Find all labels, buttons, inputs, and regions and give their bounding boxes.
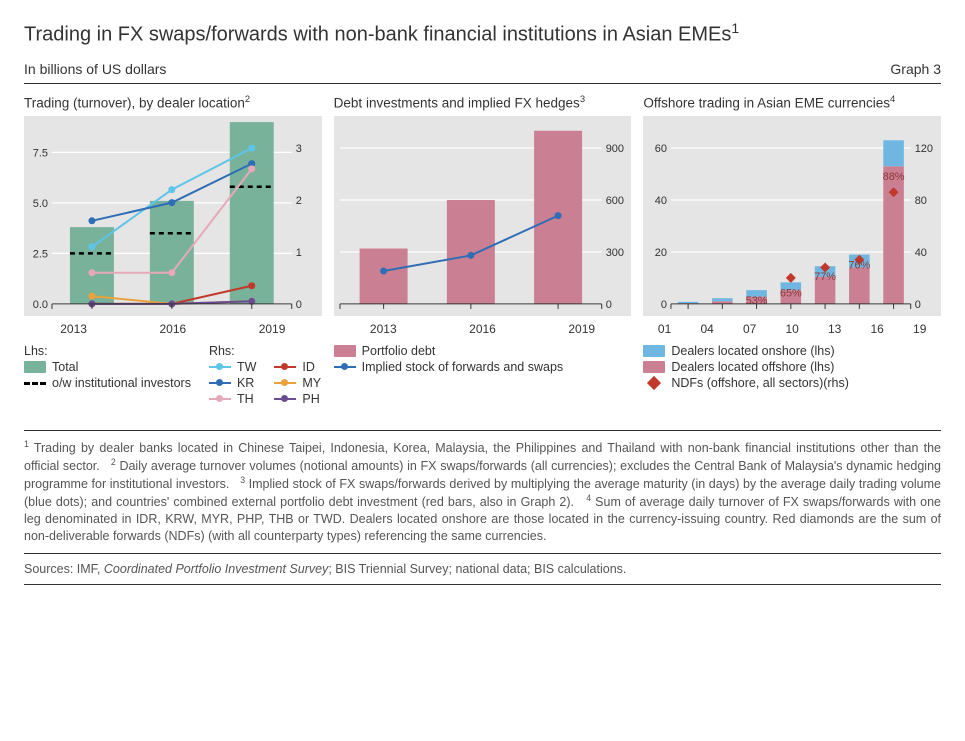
panel-2-title: Debt investments and implied FX hedges3 — [334, 94, 632, 111]
panel-1-chart: 0.0 2.5 5.0 7.5 0 1 2 3 — [24, 116, 322, 316]
svg-text:65%: 65% — [780, 287, 802, 299]
panel-2-chart: 0 300 600 900 — [334, 116, 632, 316]
svg-text:0: 0 — [661, 299, 667, 311]
panel-2-legend: Portfolio debt Implied stock of forwards… — [334, 344, 632, 424]
legend-th: TH — [237, 392, 254, 406]
legend-total: Total — [52, 360, 78, 374]
xaxis-label: 16 — [871, 322, 884, 336]
legend-id-swatch — [274, 366, 296, 368]
svg-text:88%: 88% — [883, 171, 905, 183]
xaxis-label: 01 — [658, 322, 671, 336]
legend-inst: o/w institutional investors — [52, 376, 191, 390]
svg-text:40: 40 — [655, 195, 667, 207]
xaxis-label: 2016 — [469, 322, 496, 336]
panel-3-title: Offshore trading in Asian EME currencies… — [643, 94, 941, 111]
legend-ndf: NDFs (offshore, all sectors)(rhs) — [671, 376, 849, 390]
svg-text:3: 3 — [296, 143, 302, 155]
svg-text:120: 120 — [915, 143, 933, 155]
svg-text:900: 900 — [605, 143, 623, 155]
panel-3: Offshore trading in Asian EME currencies… — [643, 94, 941, 425]
panel-1-legend: Lhs: Total o/w institutional investors R… — [24, 344, 322, 424]
svg-text:0: 0 — [296, 299, 302, 311]
legend-implied: Implied stock of forwards and swaps — [362, 360, 563, 374]
svg-text:0: 0 — [915, 299, 921, 311]
legend-ph: PH — [302, 392, 319, 406]
legend-implied-swatch — [334, 366, 356, 368]
svg-text:0: 0 — [605, 299, 611, 311]
svg-text:20: 20 — [655, 247, 667, 259]
svg-text:77%: 77% — [814, 271, 836, 283]
xaxis-label: 07 — [743, 322, 756, 336]
xaxis-label: 10 — [785, 322, 798, 336]
xaxis-label: 2016 — [159, 322, 186, 336]
panel-2-xaxis: 2013 2016 2019 — [334, 316, 632, 336]
legend-total-swatch — [24, 361, 46, 373]
legend-ph-swatch — [274, 398, 296, 400]
xaxis-label: 19 — [913, 322, 926, 336]
svg-text:80: 80 — [915, 195, 927, 207]
footnotes: 1 Trading by dealer banks located in Chi… — [24, 430, 941, 545]
legend-tw: TW — [237, 360, 256, 374]
legend-offshore-swatch — [643, 361, 665, 373]
panel-3-chart: 02040600408012053%65%77%76%88% — [643, 116, 941, 316]
sources: Sources: IMF, Coordinated Portfolio Inve… — [24, 553, 941, 585]
svg-text:76%: 76% — [849, 260, 871, 272]
legend-inst-swatch — [24, 382, 46, 385]
legend-kr-swatch — [209, 382, 231, 384]
legend-my: MY — [302, 376, 321, 390]
legend-tw-swatch — [209, 366, 231, 368]
page-title: Trading in FX swaps/forwards with non-ba… — [24, 20, 941, 47]
legend-onshore: Dealers located onshore (lhs) — [671, 344, 834, 358]
legend-lhs-head: Lhs: — [24, 344, 191, 358]
subtitle: In billions of US dollars — [24, 61, 166, 77]
legend-portfolio-swatch — [334, 345, 356, 357]
xaxis-label: 2019 — [568, 322, 595, 336]
legend-portfolio: Portfolio debt — [362, 344, 436, 358]
svg-text:2: 2 — [296, 195, 302, 207]
legend-rhs-head: Rhs: — [209, 344, 321, 358]
legend-th-swatch — [209, 398, 231, 400]
panel-2: Debt investments and implied FX hedges3 … — [334, 94, 632, 425]
panel-1-title: Trading (turnover), by dealer location2 — [24, 94, 322, 111]
svg-text:60: 60 — [655, 143, 667, 155]
legend-id: ID — [302, 360, 315, 374]
xaxis-label: 2019 — [259, 322, 286, 336]
graph-label: Graph 3 — [890, 61, 941, 77]
legend-offshore: Dealers located offshore (lhs) — [671, 360, 834, 374]
legend-ndf-swatch — [647, 376, 661, 390]
svg-text:2.5: 2.5 — [33, 249, 48, 261]
svg-text:0.0: 0.0 — [33, 299, 48, 311]
legend-onshore-swatch — [643, 345, 665, 357]
panel-3-xaxis: 01 04 07 10 13 16 19 — [643, 316, 941, 336]
svg-text:7.5: 7.5 — [33, 148, 48, 160]
panel-1-xaxis: 2013 2016 2019 — [24, 316, 322, 336]
panel-3-legend: Dealers located onshore (lhs) Dealers lo… — [643, 344, 941, 424]
xaxis-label: 2013 — [370, 322, 397, 336]
xaxis-label: 2013 — [60, 322, 87, 336]
svg-text:40: 40 — [915, 247, 927, 259]
xaxis-label: 04 — [700, 322, 713, 336]
svg-text:1: 1 — [296, 247, 302, 259]
svg-text:600: 600 — [605, 195, 623, 207]
panels-container: Trading (turnover), by dealer location2 … — [24, 94, 941, 425]
svg-text:5.0: 5.0 — [33, 198, 48, 210]
subtitle-row: In billions of US dollars Graph 3 — [24, 61, 941, 84]
xaxis-label: 13 — [828, 322, 841, 336]
legend-kr: KR — [237, 376, 254, 390]
legend-my-swatch — [274, 382, 296, 384]
panel-1: Trading (turnover), by dealer location2 … — [24, 94, 322, 425]
svg-text:300: 300 — [605, 247, 623, 259]
